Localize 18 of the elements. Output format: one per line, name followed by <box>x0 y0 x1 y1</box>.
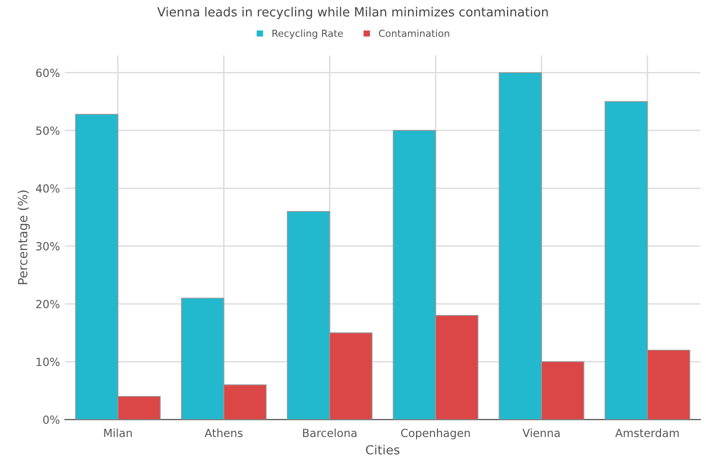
y-tick-label: 30% <box>36 242 60 250</box>
y-tick-label: 20% <box>36 300 60 308</box>
x-tick-label: Copenhagen <box>401 428 470 440</box>
y-tick-label: 50% <box>36 126 60 135</box>
x-tick-label: Milan <box>104 428 132 438</box>
x-tick-label: Vienna <box>522 428 560 438</box>
x-tick-label: Athens <box>204 428 242 438</box>
legend-label: Contamination <box>378 29 450 38</box>
legend-label: Recycling Rate <box>272 29 343 39</box>
y-tick-label: 0% <box>43 415 60 424</box>
x-axis-title: Cities <box>366 444 400 455</box>
x-tick-label: Barcelona <box>303 428 356 438</box>
y-tick-label: 10% <box>36 358 60 366</box>
y-tick-label: 60% <box>36 68 60 78</box>
y-tick-label: 40% <box>36 184 60 193</box>
x-tick-label: Amsterdam <box>615 428 679 438</box>
chart-title: Vienna leads in recycling while Milan minimizes contamination <box>157 6 548 20</box>
y-axis-title: Percentage (%) <box>18 190 30 284</box>
